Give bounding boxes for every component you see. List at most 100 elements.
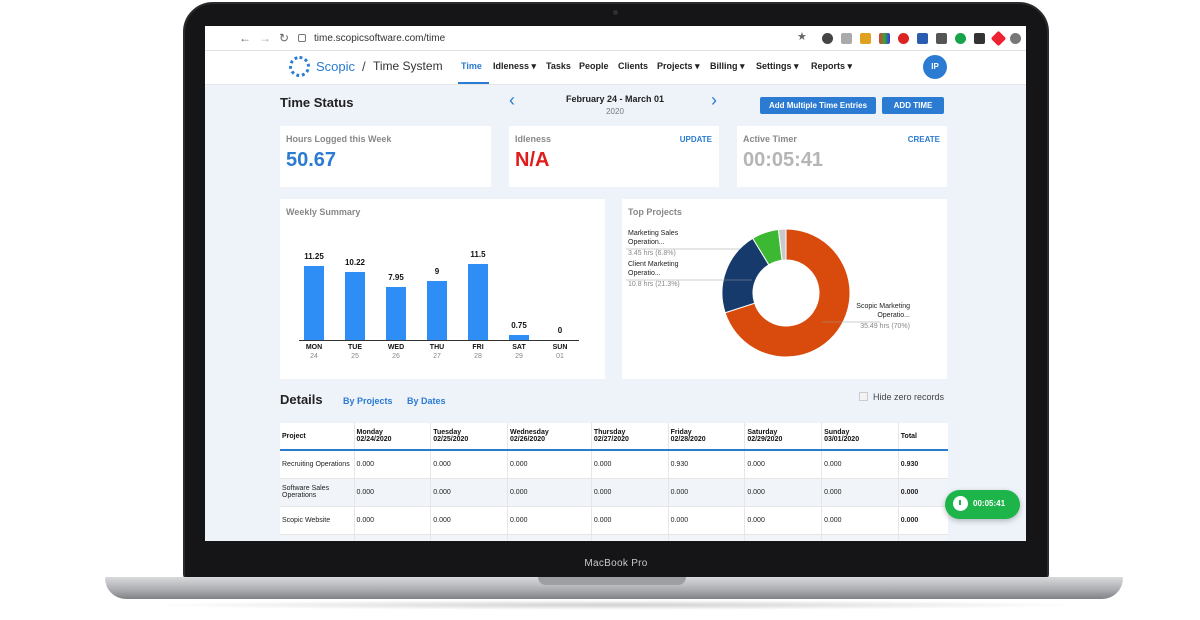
extension-icon[interactable] — [936, 33, 947, 44]
hours-cell: 0.000 — [353, 506, 431, 535]
scopic-logo-icon — [289, 56, 310, 77]
table-body: Recruiting Operations 0.000 0.000 0.000 0.00… — [280, 450, 948, 541]
hours-cell: 0.000 — [744, 478, 822, 507]
nav-projects[interactable]: Projects ▾ — [657, 61, 700, 71]
column-header[interactable]: Saturday 02/29/2020 — [744, 423, 822, 451]
hours-cell: 0.000 — [821, 506, 899, 535]
extension-icon[interactable] — [898, 33, 909, 44]
hours-cell: 5.950 — [506, 534, 592, 541]
total-cell: 35.490 — [897, 534, 948, 541]
user-avatar[interactable]: IP — [923, 55, 947, 79]
day-label: WED — [387, 344, 405, 351]
profile-icon[interactable] — [1010, 33, 1021, 44]
active-timer-value: 00:05:41 — [743, 149, 824, 171]
top-projects-title: Top Projects — [628, 207, 682, 217]
hours-label: Hours Logged this Week — [286, 134, 392, 144]
floating-timer-button[interactable]: 00:05:41 — [945, 490, 1020, 519]
pie-slice-label: Marketing Sales Operation... — [628, 230, 679, 246]
nav-billing[interactable]: Billing ▾ — [710, 61, 745, 71]
top-projects-panel: Top Projects Marketing Sales Operation..… — [622, 199, 947, 379]
day-label: THU — [429, 344, 445, 351]
idleness-update-link[interactable]: UPDATE — [679, 135, 712, 144]
extension-icon[interactable] — [974, 33, 985, 44]
hours-cell: 0.930 — [667, 450, 745, 479]
table-row[interactable]: Scopic Website 0.000 0.000 0.000 0.000 0.000 0… — [280, 506, 948, 535]
laptop-notch — [538, 577, 686, 585]
hours-card: Hours Logged this Week 50.67 — [280, 126, 491, 187]
brand-name: Scopic — [316, 59, 356, 74]
nav-idleness[interactable]: Idleness ▾ — [493, 61, 537, 71]
column-header[interactable]: Monday 02/24/2020 — [353, 423, 431, 451]
donut-slice[interactable] — [724, 228, 851, 358]
browser-chrome: ← → ↻ time.scopicsoftware.com/time ★ — [205, 26, 1026, 51]
floating-timer-value: 00:05:41 — [973, 499, 1006, 508]
add-multiple-entries-button[interactable]: Add Multiple Time Entries — [760, 97, 876, 114]
add-time-button[interactable]: ADD TIME — [882, 97, 944, 114]
bar-sat — [509, 335, 529, 340]
screen: ← → ↻ time.scopicsoftware.com/time ★ Sco… — [205, 26, 1026, 541]
column-header[interactable]: Friday 02/28/2020 — [667, 423, 745, 451]
hours-cell: 5.280 — [590, 534, 669, 541]
nav-people[interactable]: People — [579, 61, 609, 71]
hours-cell: 0.000 — [506, 450, 592, 479]
date-label: 27 — [433, 353, 441, 360]
hours-cell: 0.000 — [667, 506, 745, 535]
tab-by-dates[interactable]: By Dates — [407, 396, 446, 406]
table-row[interactable]: Scopic Marketing8.5006.6705.9505.2806.87… — [280, 534, 948, 541]
stopwatch-icon — [953, 496, 968, 511]
nav-tasks[interactable]: Tasks — [546, 61, 571, 71]
day-label: SAT — [512, 344, 526, 351]
extension-icon[interactable] — [990, 30, 1007, 47]
nav-reports[interactable]: Reports ▾ — [811, 61, 853, 71]
donut-slice[interactable] — [777, 228, 787, 261]
hide-zero-checkbox[interactable] — [859, 392, 868, 401]
column-header[interactable]: Thursday 02/27/2020 — [590, 423, 669, 451]
details-title: Details — [280, 392, 323, 407]
date-label: 24 — [310, 353, 318, 360]
forward-icon[interactable]: → — [259, 31, 271, 45]
reload-icon[interactable]: ↻ — [279, 31, 290, 45]
url-text: time.scopicsoftware.com/time — [314, 33, 446, 44]
bar-value-label: 7.95 — [388, 273, 404, 283]
top-projects-donut-chart — [626, 228, 880, 358]
pie-slice-value: 10.8 hrs (21.3%) — [628, 281, 680, 288]
column-header[interactable]: Tuesday 02/25/2020 — [430, 423, 508, 451]
extension-icon[interactable] — [841, 33, 852, 44]
nav-settings[interactable]: Settings ▾ — [756, 61, 799, 71]
extension-icon[interactable] — [822, 33, 833, 44]
bar-value-label: 10.22 — [344, 258, 366, 268]
star-icon[interactable]: ★ — [797, 31, 807, 43]
brand-separator: / — [362, 59, 366, 74]
extension-icon[interactable] — [860, 33, 871, 44]
column-header[interactable]: Total — [897, 423, 948, 451]
tab-by-projects[interactable]: By Projects — [343, 396, 393, 406]
table-row[interactable]: Software Sales Operations 0.000 0.000 0.000… — [280, 478, 948, 507]
address-bar[interactable]: time.scopicsoftware.com/time — [298, 30, 788, 47]
date-label: 26 — [392, 353, 400, 360]
hours-cell: 0.000 — [506, 478, 592, 507]
hours-cell: 0.000 — [590, 506, 669, 535]
column-header[interactable]: Wednesday 02/26/2020 — [506, 423, 592, 451]
extension-icon[interactable] — [917, 33, 928, 44]
next-week-icon[interactable]: › — [711, 90, 717, 110]
device-label: MacBook Pro — [584, 558, 648, 569]
weekly-summary-title: Weekly Summary — [286, 207, 361, 217]
nav-clients[interactable]: Clients — [618, 61, 649, 71]
hours-cell: 0.000 — [744, 450, 822, 479]
hours-cell: 0.000 — [590, 450, 669, 479]
column-header[interactable]: Project — [280, 423, 354, 451]
project-cell: Recruiting Operations — [280, 450, 354, 479]
timer-create-link[interactable]: CREATE — [907, 135, 940, 144]
extension-icon[interactable] — [955, 33, 966, 44]
hide-zero-label: Hide zero records — [873, 392, 945, 402]
bar-thu — [427, 280, 447, 340]
bar-wed — [386, 287, 406, 340]
prev-week-icon[interactable]: ‹ — [509, 90, 515, 110]
back-icon[interactable]: ← — [239, 31, 251, 45]
date-label: 01 — [556, 353, 564, 360]
table-row[interactable]: Recruiting Operations 0.000 0.000 0.000 0.00… — [280, 450, 948, 479]
extension-icon[interactable] — [879, 33, 890, 44]
nav-time[interactable]: Time — [461, 61, 482, 71]
hours-cell: 0.000 — [353, 450, 431, 479]
column-header[interactable]: Sunday 03/01/2020 — [821, 423, 899, 451]
